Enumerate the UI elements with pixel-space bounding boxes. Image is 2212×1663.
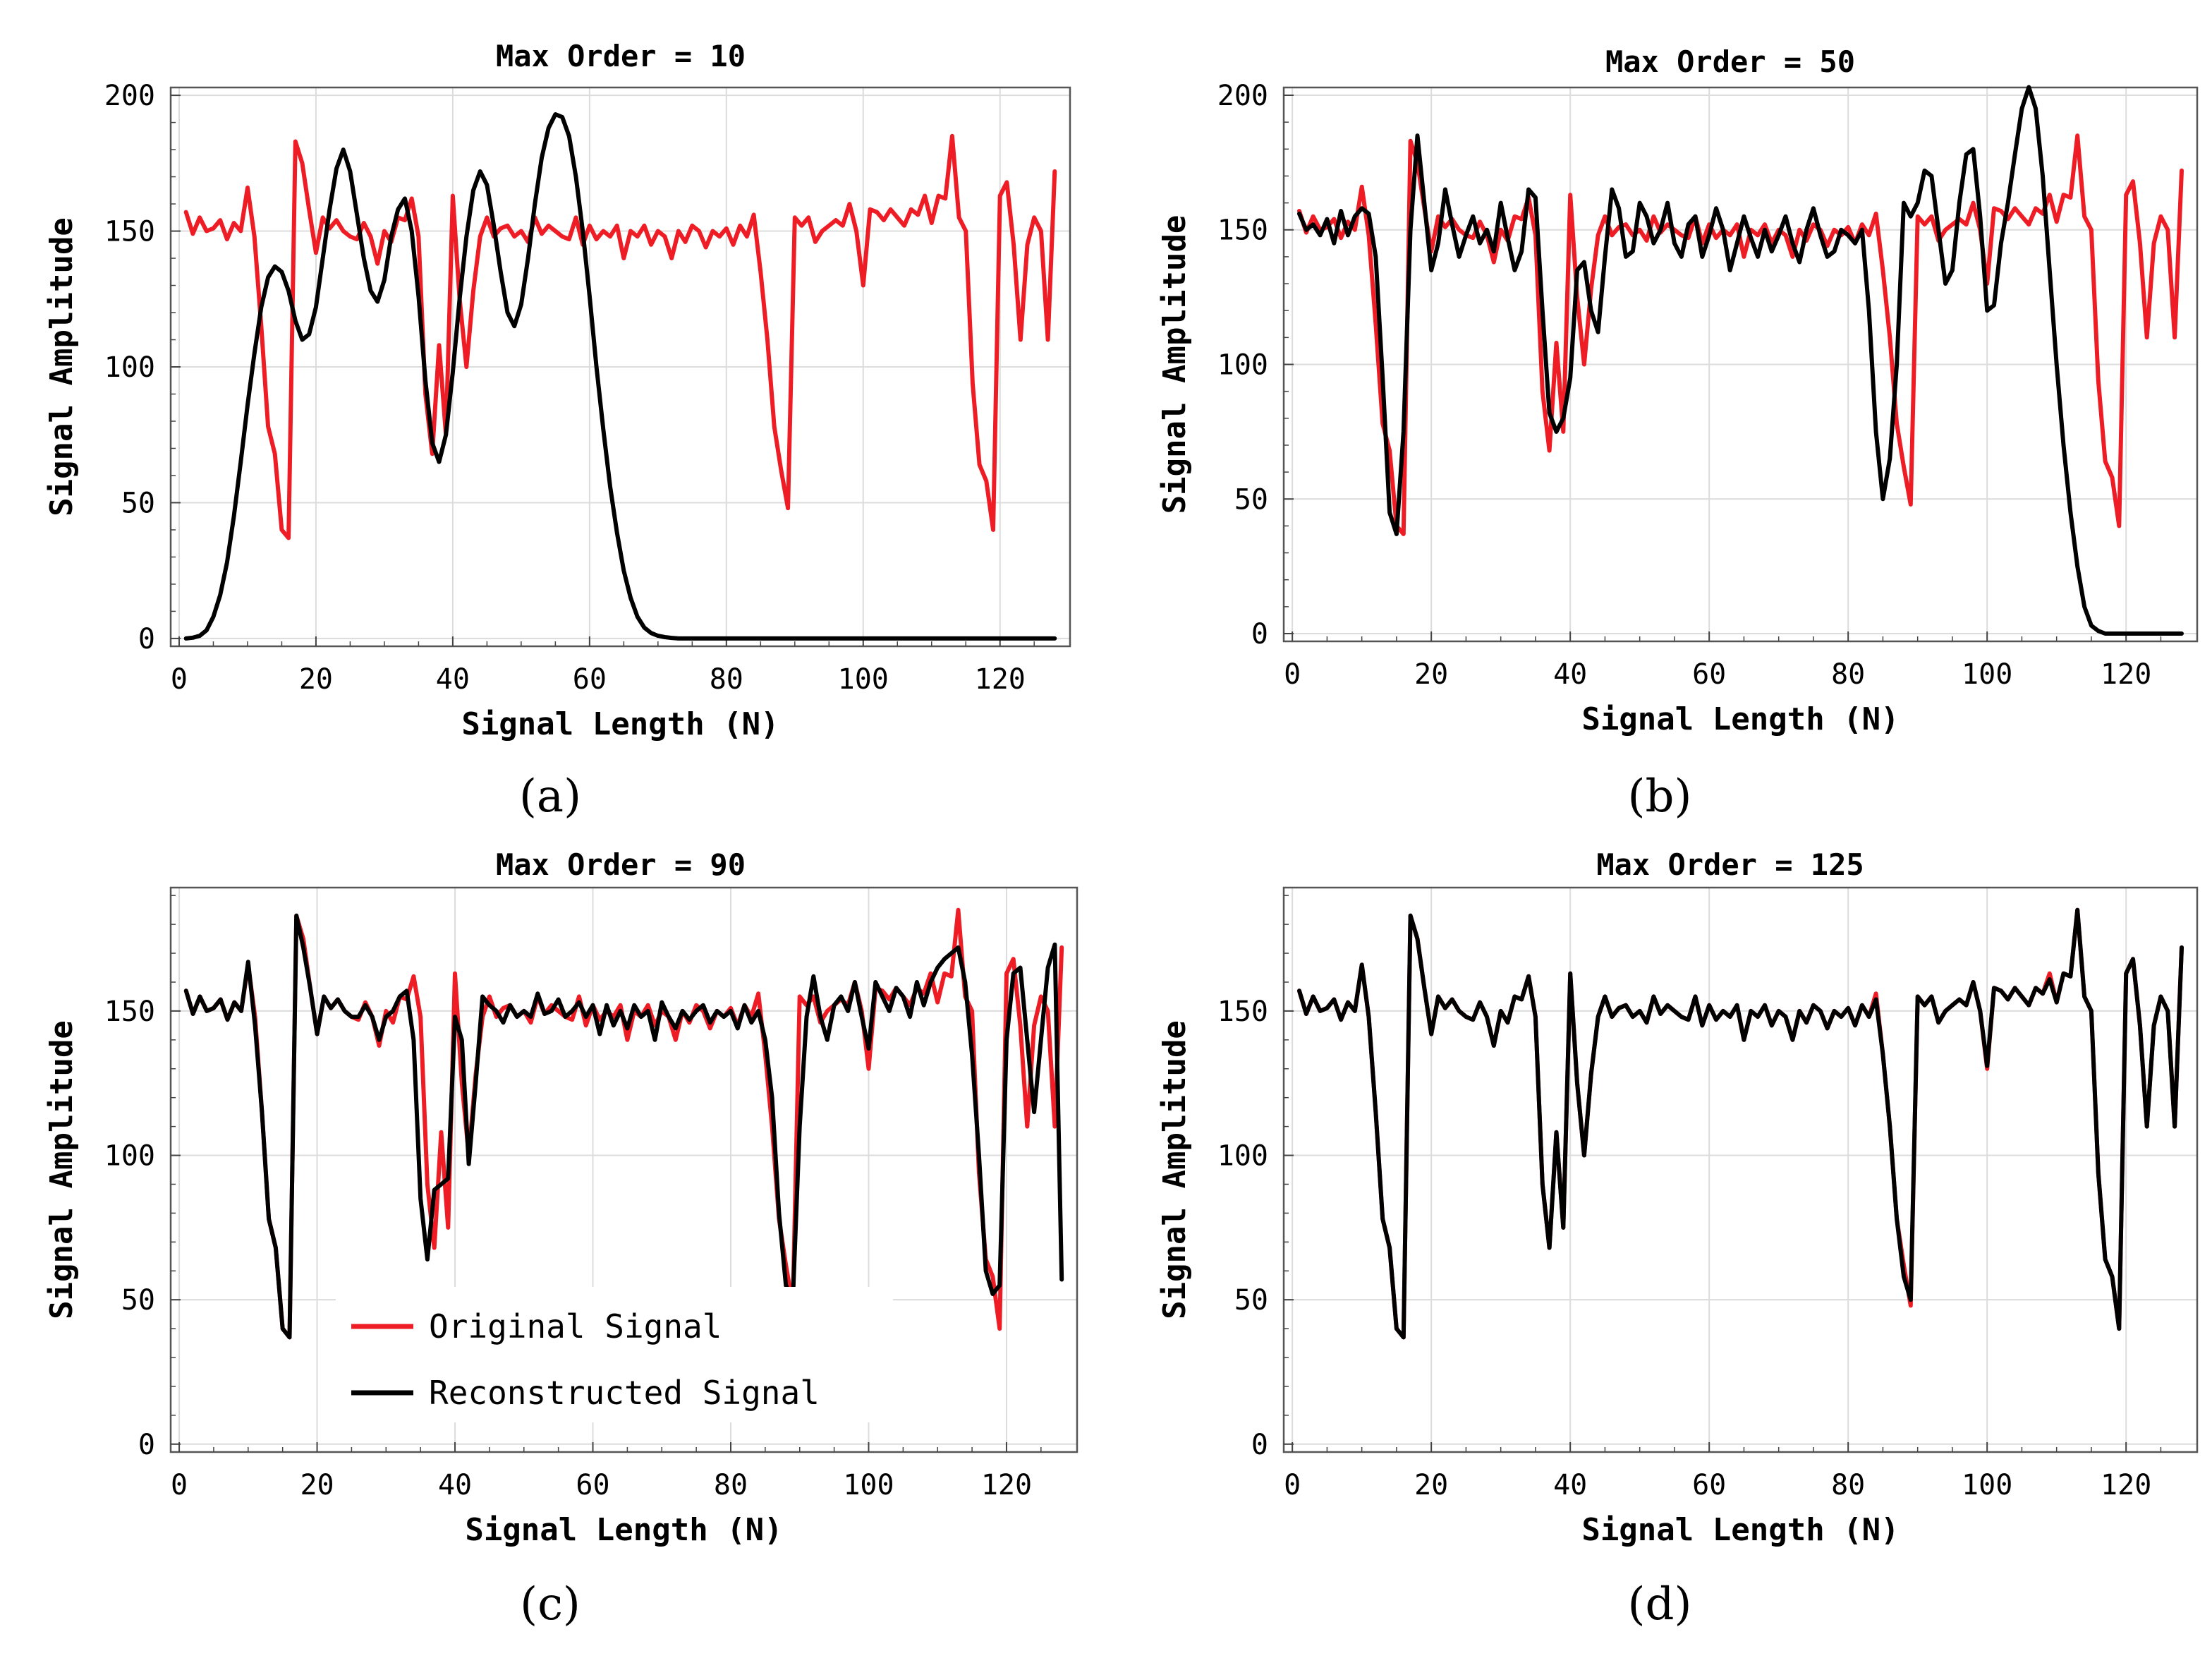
series-line-original (183, 133, 1057, 540)
x-tick-label: 60 (1692, 658, 1726, 691)
x-tick-label: 0 (171, 1469, 188, 1501)
y-tick-label: 100 (104, 351, 155, 384)
series-line-reconstructed (183, 913, 1064, 1340)
y-tick-label: 150 (1217, 996, 1268, 1028)
x-tick-label: 40 (438, 1469, 472, 1501)
x-tick-label: 80 (714, 1469, 748, 1501)
x-axis-label: Signal Length (N) (465, 1512, 782, 1548)
series-line-reconstructed (183, 112, 1057, 641)
chart-title: Max Order = 90 (496, 847, 746, 882)
x-tick-label: 120 (2101, 1469, 2151, 1501)
x-tick-label: 100 (1962, 658, 2012, 691)
x-axis-label: Signal Length (N) (1581, 1512, 1899, 1548)
gridlines (1284, 888, 2197, 1452)
legend-label: Reconstructed Signal (429, 1374, 820, 1412)
legend-background (336, 1287, 893, 1422)
y-tick-label: 50 (121, 1284, 155, 1317)
x-tick-label: 40 (1553, 658, 1587, 691)
x-tick-label: 60 (1692, 1469, 1726, 1501)
y-axis-label: Signal Amplitude (1157, 215, 1193, 514)
chart-title: Max Order = 10 (496, 39, 746, 73)
x-tick-label: 100 (838, 663, 889, 696)
y-tick-label: 0 (1251, 1429, 1268, 1461)
x-tick-label: 60 (573, 663, 607, 696)
x-tick-label: 120 (975, 663, 1026, 696)
x-tick-label: 20 (300, 1469, 334, 1501)
y-tick-label: 150 (1217, 214, 1268, 247)
x-tick-label: 120 (981, 1469, 1032, 1501)
y-tick-label: 50 (1234, 1284, 1268, 1317)
x-tick-label: 20 (1414, 1469, 1448, 1501)
chart-title: Max Order = 125 (1596, 847, 1864, 882)
y-tick-label: 150 (104, 996, 155, 1028)
x-tick-label: 20 (299, 663, 333, 696)
x-axis-label: Signal Length (N) (1581, 701, 1899, 737)
panel-label: (d) (1628, 1578, 1692, 1631)
y-tick-label: 50 (1234, 483, 1268, 516)
x-tick-label: 100 (843, 1469, 894, 1501)
chart-panel-2: 0 20 40 60 80 100 120 0 50 100 150 200 Max Order = 5… (1157, 44, 2199, 823)
legend: Original Signal Reconstructed Signal (336, 1287, 893, 1422)
x-tick-label: 20 (1414, 658, 1448, 691)
chart-panel-4: 0 20 40 60 80 100 120 0 50 100 150 Max Order = 125 S… (1157, 847, 2199, 1631)
plot-frame (1282, 886, 2199, 1453)
x-tick-label: 0 (1284, 658, 1301, 691)
y-axis-label: Signal Amplitude (44, 1020, 80, 1319)
panel-label: (b) (1628, 770, 1692, 823)
y-axis-label: Signal Amplitude (1157, 1020, 1193, 1319)
series-line-reconstructed (1297, 907, 2184, 1340)
chart-panel-1: 0 20 40 60 80 100 120 0 50 100 150 200 Max Order = 1… (44, 39, 1071, 823)
y-tick-label: 50 (121, 487, 155, 519)
y-tick-label: 100 (1217, 349, 1268, 382)
chart-title: Max Order = 50 (1605, 44, 1855, 79)
x-tick-label: 60 (576, 1469, 609, 1501)
y-tick-label: 0 (1251, 618, 1268, 651)
x-tick-label: 120 (2101, 658, 2151, 691)
y-tick-label: 200 (1217, 80, 1268, 112)
x-tick-label: 100 (1962, 1469, 2012, 1501)
y-tick-label: 0 (138, 1429, 155, 1461)
y-tick-label: 0 (138, 623, 155, 655)
panel-label: (a) (519, 770, 581, 823)
y-tick-label: 100 (1217, 1140, 1268, 1173)
x-axis-label: Signal Length (N) (461, 706, 779, 742)
x-tick-label: 0 (1284, 1469, 1301, 1501)
y-tick-label: 150 (104, 216, 155, 248)
panel-label: (c) (520, 1578, 581, 1631)
x-tick-label: 0 (171, 663, 188, 696)
chart-panel-3: 0 20 40 60 80 100 120 0 50 100 150 Max Order = 90 Si… (44, 847, 1078, 1631)
x-tick-label: 80 (1831, 1469, 1865, 1501)
x-tick-label: 80 (1831, 658, 1865, 691)
series-line-reconstructed (1297, 85, 2184, 636)
x-tick-label: 40 (1553, 1469, 1587, 1501)
y-axis-label: Signal Amplitude (44, 217, 80, 516)
x-tick-label: 40 (436, 663, 470, 696)
series-line-original (1297, 133, 2184, 536)
y-tick-label: 100 (104, 1140, 155, 1173)
plot-frame (169, 886, 1078, 1453)
legend-label: Original Signal (429, 1307, 722, 1345)
y-tick-label: 200 (104, 80, 155, 112)
x-tick-label: 80 (710, 663, 743, 696)
